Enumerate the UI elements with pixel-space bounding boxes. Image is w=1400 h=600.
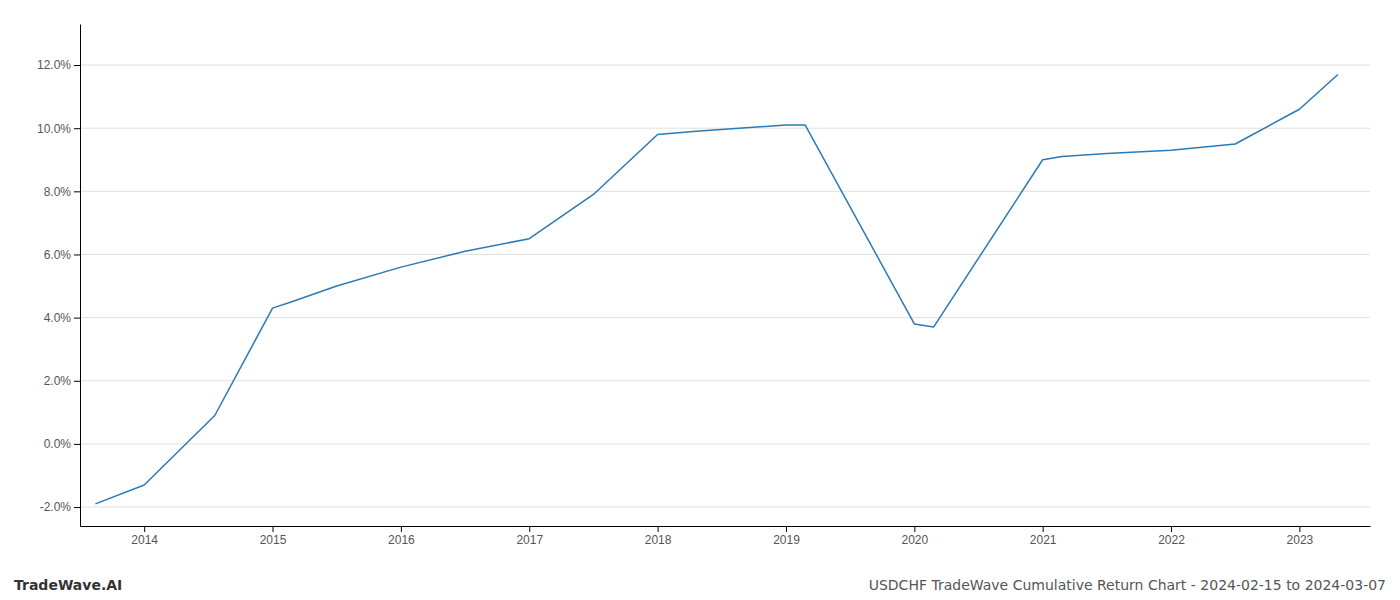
x-tick-label: 2016 bbox=[388, 533, 415, 547]
y-tick-mark bbox=[74, 444, 80, 445]
y-tick-label: 4.0% bbox=[44, 311, 72, 325]
y-tick-mark bbox=[74, 507, 80, 508]
title: USDCHF TradeWave Cumulative Return Chart… bbox=[869, 577, 1386, 593]
x-tick: 2017 bbox=[516, 526, 543, 547]
x-tick-label: 2021 bbox=[1030, 533, 1057, 547]
x-tick-mark bbox=[1171, 526, 1172, 532]
grid-line bbox=[80, 128, 1370, 129]
y-tick: 8.0% bbox=[44, 185, 80, 199]
grid-line bbox=[80, 507, 1370, 508]
x-tick-mark bbox=[273, 526, 274, 532]
y-tick-label: 12.0% bbox=[37, 58, 71, 72]
y-tick: 2.0% bbox=[44, 374, 80, 388]
x-tick-mark bbox=[1299, 526, 1300, 532]
y-tick: 0.0% bbox=[44, 437, 80, 451]
x-tick-mark bbox=[144, 526, 145, 532]
x-tick-mark bbox=[658, 526, 659, 532]
texts: TradeWave.AI USDCHF TradeWave Cumulative … bbox=[14, 577, 1386, 593]
grid-line bbox=[80, 65, 1370, 66]
x-tick-mark bbox=[529, 526, 530, 532]
y-tick: 4.0% bbox=[44, 311, 80, 325]
grid bbox=[80, 65, 1370, 507]
x-tick: 2023 bbox=[1287, 526, 1314, 547]
y-tick-label: -2.0% bbox=[40, 500, 72, 514]
x-tick-label: 2023 bbox=[1287, 533, 1314, 547]
y-tick-mark bbox=[74, 128, 80, 129]
grid-line bbox=[80, 443, 1370, 444]
x-tick-mark bbox=[401, 526, 402, 532]
x-tick-mark bbox=[914, 526, 915, 532]
grid-line bbox=[80, 191, 1370, 192]
x-tick: 2022 bbox=[1158, 526, 1185, 547]
x-tick-label: 2017 bbox=[516, 533, 543, 547]
x-tick-mark bbox=[786, 526, 787, 532]
y-tick-mark bbox=[74, 254, 80, 255]
x-tick-mark bbox=[1043, 526, 1044, 532]
x-tick: 2021 bbox=[1030, 526, 1057, 547]
y-tick: 12.0% bbox=[37, 58, 80, 72]
line bbox=[95, 75, 1338, 504]
x-tick-label: 2015 bbox=[260, 533, 287, 547]
x-tick: 2020 bbox=[901, 526, 928, 547]
x-tick-label: 2019 bbox=[773, 533, 800, 547]
series-group bbox=[95, 75, 1338, 504]
x-axis: 2014 2015 2016 2017 2018 2019 2020 2021 2022 2023 bbox=[81, 526, 1371, 547]
y-tick-mark bbox=[74, 191, 80, 192]
y-tick-mark bbox=[74, 65, 80, 66]
y-tick: 10.0% bbox=[37, 122, 80, 136]
y-tick-mark bbox=[74, 318, 80, 319]
x-tick-label: 2018 bbox=[645, 533, 672, 547]
grid-line bbox=[80, 254, 1370, 255]
x-tick-label: 2014 bbox=[131, 533, 158, 547]
plot-area: 2014 2015 2016 2017 2018 2019 2020 2021 2022 2023… bbox=[37, 25, 1371, 547]
x-axis-line bbox=[81, 526, 1371, 527]
x-tick: 2019 bbox=[773, 526, 800, 547]
y-axis: -2.0% 0.0% 2.0% 4.0% 6.0% 8.0% 10.0% 12.0% bbox=[37, 25, 81, 527]
x-tick-label: 2020 bbox=[901, 533, 928, 547]
watermark: TradeWave.AI bbox=[14, 577, 122, 593]
y-tick: -2.0% bbox=[40, 500, 80, 514]
x-tick: 2014 bbox=[131, 526, 158, 547]
y-tick-mark bbox=[74, 381, 80, 382]
y-tick-label: 10.0% bbox=[37, 122, 71, 136]
y-tick-label: 2.0% bbox=[44, 374, 72, 388]
y-tick-label: 6.0% bbox=[44, 248, 72, 262]
chart: 2014 2015 2016 2017 2018 2019 2020 2021 2022 2023… bbox=[0, 0, 1400, 600]
y-tick-label: 0.0% bbox=[44, 437, 72, 451]
x-tick-label: 2022 bbox=[1158, 533, 1185, 547]
grid-line bbox=[80, 380, 1370, 381]
y-tick-label: 8.0% bbox=[44, 185, 72, 199]
grid-line bbox=[80, 317, 1370, 318]
x-tick: 2016 bbox=[388, 526, 415, 547]
y-tick: 6.0% bbox=[44, 248, 80, 262]
y-axis-line bbox=[80, 25, 81, 527]
x-tick: 2018 bbox=[645, 526, 672, 547]
x-tick: 2015 bbox=[260, 526, 287, 547]
